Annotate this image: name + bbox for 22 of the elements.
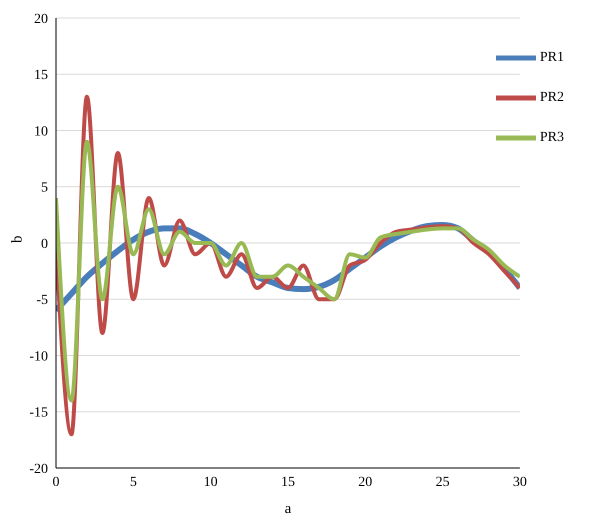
x-tick-label: 10 — [204, 474, 218, 490]
y-tick-label: -5 — [36, 293, 48, 308]
legend-label: PR1 — [540, 50, 564, 66]
y-axis-title: b — [9, 236, 26, 243]
y-tick-label: 15 — [34, 68, 48, 84]
y-tick-label: 5 — [41, 180, 48, 196]
y-tick-label: -15 — [29, 406, 48, 421]
y-tick-label: 10 — [34, 124, 48, 140]
x-axis-title: a — [284, 501, 292, 517]
x-tick-label: 5 — [130, 474, 137, 490]
y-tick-label: 0 — [41, 236, 48, 252]
x-tick-label: 15 — [280, 474, 295, 490]
x-tick-label: 25 — [436, 474, 450, 490]
line-series — [56, 140, 520, 402]
y-tick-label: -20 — [29, 462, 48, 477]
y-tick-label: 20 — [34, 12, 48, 27]
x-tick-label: 20 — [358, 474, 372, 490]
x-tick-label: 30 — [512, 474, 527, 490]
y-tick-label: -10 — [29, 349, 48, 364]
legend-label: PR2 — [540, 90, 564, 106]
legend-label: PR3 — [540, 130, 564, 146]
x-tick-label: 0 — [52, 474, 60, 490]
